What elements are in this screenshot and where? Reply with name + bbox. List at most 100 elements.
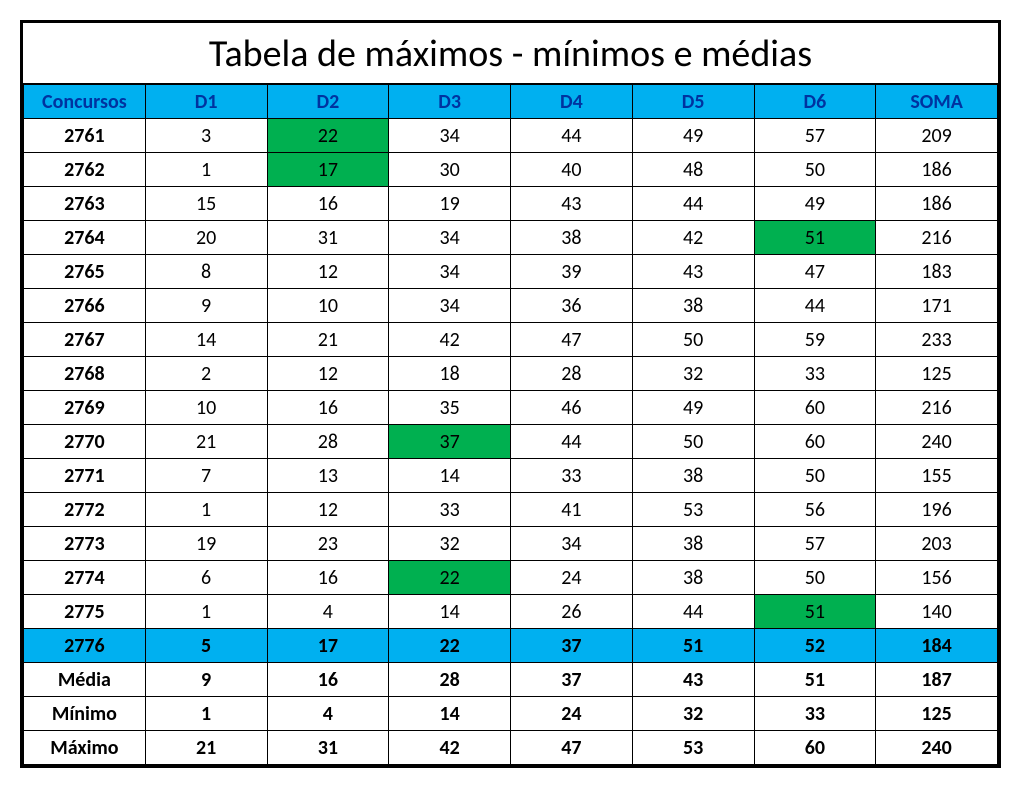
- table-row: 277211233415356196: [24, 493, 998, 527]
- header-row: Concursos D1 D2 D3 D4 D5 D6 SOMA: [24, 85, 998, 119]
- cell: 19: [389, 187, 511, 221]
- cell: 1: [145, 595, 267, 629]
- row-label: 2768: [24, 357, 146, 391]
- cell: 16: [267, 561, 389, 595]
- cell: 50: [754, 561, 876, 595]
- cell: 240: [876, 731, 998, 765]
- row-label: 2764: [24, 221, 146, 255]
- cell: 187: [876, 663, 998, 697]
- row-label: 2761: [24, 119, 146, 153]
- cell: 21: [145, 731, 267, 765]
- cell: 51: [632, 629, 754, 663]
- cell: 44: [754, 289, 876, 323]
- data-table: Concursos D1 D2 D3 D4 D5 D6 SOMA 2761322…: [23, 84, 998, 765]
- cell: 17: [267, 629, 389, 663]
- col-header-d3: D3: [389, 85, 511, 119]
- cell: 49: [632, 119, 754, 153]
- cell: 28: [511, 357, 633, 391]
- cell: 209: [876, 119, 998, 153]
- cell: 14: [389, 697, 511, 731]
- cell: 125: [876, 357, 998, 391]
- row-label: 2772: [24, 493, 146, 527]
- cell: 53: [632, 731, 754, 765]
- cell: 30: [389, 153, 511, 187]
- cell: 57: [754, 527, 876, 561]
- cell: 50: [632, 323, 754, 357]
- table-row: 276132234444957209: [24, 119, 998, 153]
- col-header-d4: D4: [511, 85, 633, 119]
- cell: 22: [389, 561, 511, 595]
- col-header-d1: D1: [145, 85, 267, 119]
- row-label: 2770: [24, 425, 146, 459]
- cell: 44: [632, 595, 754, 629]
- cell: 1: [145, 697, 267, 731]
- cell: 60: [754, 731, 876, 765]
- cell: 37: [511, 629, 633, 663]
- cell: 33: [754, 357, 876, 391]
- col-header-concursos: Concursos: [24, 85, 146, 119]
- cell: 13: [267, 459, 389, 493]
- cell: 46: [511, 391, 633, 425]
- row-label: 2773: [24, 527, 146, 561]
- col-header-d5: D5: [632, 85, 754, 119]
- cell: 38: [632, 527, 754, 561]
- cell: 9: [145, 663, 267, 697]
- cell: 38: [511, 221, 633, 255]
- cell: 14: [389, 459, 511, 493]
- cell: 43: [632, 255, 754, 289]
- table-row: 277461622243850156: [24, 561, 998, 595]
- table-title: Tabela de máximos - mínimos e médias: [23, 23, 998, 84]
- cell: 37: [511, 663, 633, 697]
- cell: 50: [754, 153, 876, 187]
- cell: 49: [632, 391, 754, 425]
- cell: 38: [632, 289, 754, 323]
- row-label: 2766: [24, 289, 146, 323]
- table-row: 2770212837445060240: [24, 425, 998, 459]
- cell: 15: [145, 187, 267, 221]
- cell: 43: [511, 187, 633, 221]
- table-row: 276691034363844171: [24, 289, 998, 323]
- cell: 60: [754, 391, 876, 425]
- row-label: 2763: [24, 187, 146, 221]
- row-label: 2767: [24, 323, 146, 357]
- cell: 140: [876, 595, 998, 629]
- cell: 35: [389, 391, 511, 425]
- cell: 40: [511, 153, 633, 187]
- cell: 34: [389, 119, 511, 153]
- cell: 34: [389, 289, 511, 323]
- cell: 34: [511, 527, 633, 561]
- table-row: 276581234394347183: [24, 255, 998, 289]
- row-label: 2769: [24, 391, 146, 425]
- cell: 12: [267, 357, 389, 391]
- cell: 56: [754, 493, 876, 527]
- cell: 216: [876, 221, 998, 255]
- cell: 53: [632, 493, 754, 527]
- cell: 50: [754, 459, 876, 493]
- table-row: 2764203134384251216: [24, 221, 998, 255]
- col-header-d6: D6: [754, 85, 876, 119]
- cell: 12: [267, 493, 389, 527]
- cell: 34: [389, 221, 511, 255]
- cell: 9: [145, 289, 267, 323]
- cell: 33: [389, 493, 511, 527]
- cell: 31: [267, 221, 389, 255]
- cell: 4: [267, 595, 389, 629]
- cell: 42: [389, 731, 511, 765]
- table-row: 27751414264451140: [24, 595, 998, 629]
- cell: 21: [267, 323, 389, 357]
- cell: 31: [267, 731, 389, 765]
- cell: 37: [389, 425, 511, 459]
- row-label: 2774: [24, 561, 146, 595]
- table-row: 2763151619434449186: [24, 187, 998, 221]
- cell: 240: [876, 425, 998, 459]
- cell: 6: [145, 561, 267, 595]
- cell: 39: [511, 255, 633, 289]
- cell: 60: [754, 425, 876, 459]
- cell: 1: [145, 153, 267, 187]
- table-row: 277171314333850155: [24, 459, 998, 493]
- cell: 44: [511, 119, 633, 153]
- col-header-d2: D2: [267, 85, 389, 119]
- cell: 19: [145, 527, 267, 561]
- table-body: 2761322344449572092762117304048501862763…: [24, 119, 998, 765]
- cell: 47: [511, 731, 633, 765]
